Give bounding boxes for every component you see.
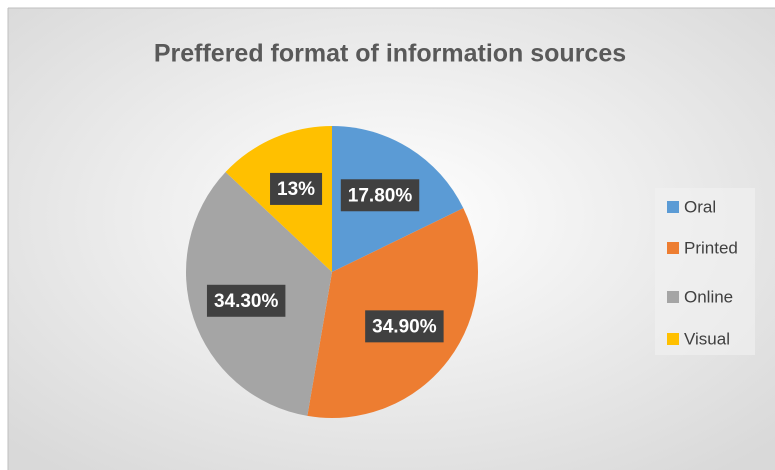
pie (185, 126, 478, 418)
legend-swatch (667, 291, 679, 303)
legend-label: Online (684, 287, 733, 306)
chart-title: Preffered format of information sources (154, 40, 626, 68)
data-labels: 17.80% 34.90% 34.30% 13% (206, 172, 444, 343)
legend: Oral Printed Online Visual (667, 197, 738, 348)
data-label: 34.90% (372, 316, 437, 337)
legend-box (655, 188, 755, 355)
legend-swatch (667, 242, 679, 254)
data-label-box (270, 172, 323, 205)
legend-label: Visual (684, 329, 730, 348)
data-label: 34.30% (214, 291, 279, 312)
data-label-box (206, 284, 286, 317)
legend-label: Oral (684, 197, 716, 216)
legend-swatch (667, 333, 679, 345)
legend-swatch (667, 201, 679, 213)
data-label-box (340, 179, 420, 212)
data-label-box (365, 310, 444, 343)
data-label: 13% (277, 179, 315, 200)
legend-label: Printed (684, 238, 738, 257)
data-label: 17.80% (348, 185, 413, 206)
